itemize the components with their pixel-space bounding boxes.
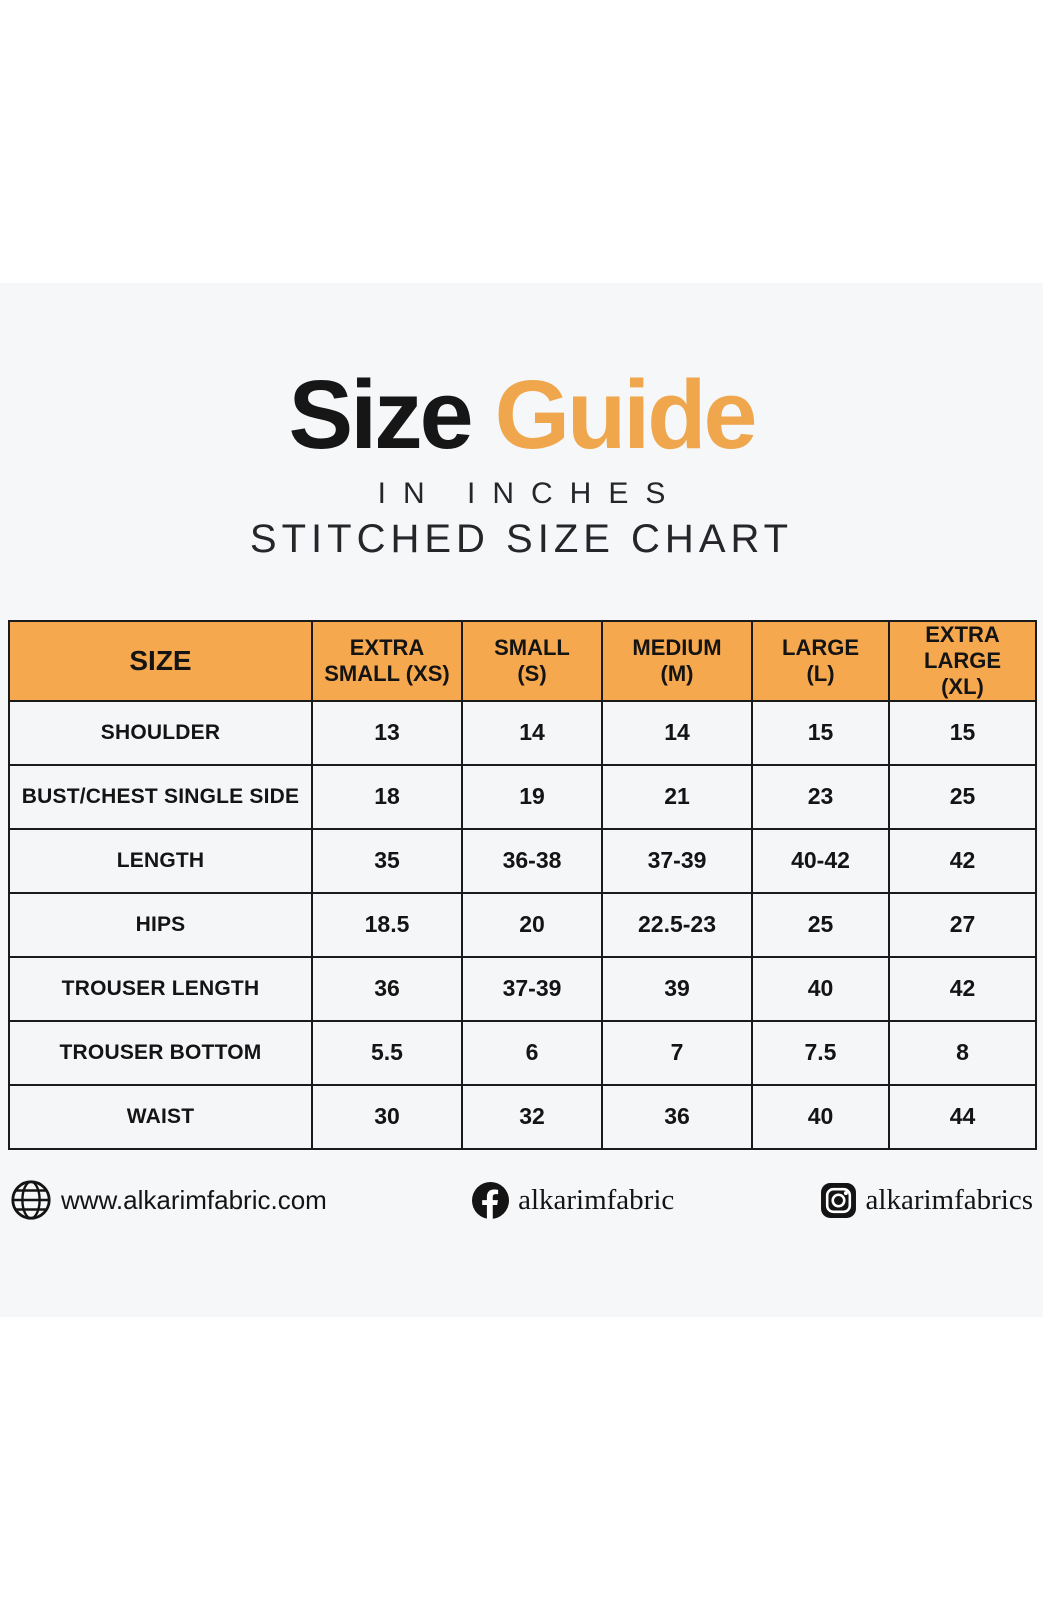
column-header-small: SMALL (S) xyxy=(461,620,603,702)
cell: 32 xyxy=(461,1083,603,1150)
footer-instagram: alkarimfabrics xyxy=(820,1182,1033,1219)
cell: 35 xyxy=(311,827,463,894)
instagram-icon xyxy=(820,1182,857,1219)
page-title: Size Guide xyxy=(0,366,1043,463)
cell: 5.5 xyxy=(311,1019,463,1086)
cell: 37-39 xyxy=(601,827,753,894)
table-row-trouser-bottom: TROUSER BOTTOM 5.5 6 7 7.5 8 xyxy=(8,1019,1037,1086)
cell: 36-38 xyxy=(461,827,603,894)
cell: 40 xyxy=(751,1083,890,1150)
cell: 36 xyxy=(311,955,463,1022)
table-row-trouser-length: TROUSER LENGTH 36 37-39 39 40 42 xyxy=(8,955,1037,1022)
cell: 8 xyxy=(888,1019,1037,1086)
cell: 42 xyxy=(888,955,1037,1022)
cell: 15 xyxy=(751,699,890,766)
facebook-icon xyxy=(472,1181,510,1219)
cell: 39 xyxy=(601,955,753,1022)
cell: 7.5 xyxy=(751,1019,890,1086)
cell: 20 xyxy=(461,891,603,958)
footer-website: www.alkarimfabric.com xyxy=(10,1179,327,1221)
cell: 25 xyxy=(888,763,1037,830)
cell: 44 xyxy=(888,1083,1037,1150)
globe-icon xyxy=(10,1179,52,1221)
title-word-size: Size xyxy=(288,360,474,469)
table-header-row: SIZE EXTRA SMALL (XS) SMALL (S) MEDIUM (M) … xyxy=(8,620,1037,702)
cell: 22.5-23 xyxy=(601,891,753,958)
row-label: TROUSER LENGTH xyxy=(8,955,313,1022)
footer-facebook: alkarimfabric xyxy=(472,1181,675,1219)
cell: 18 xyxy=(311,763,463,830)
title-word-guide: Guide xyxy=(494,360,758,469)
table-row-hips: HIPS 18.5 20 22.5-23 25 27 xyxy=(8,891,1037,958)
cell: 42 xyxy=(888,827,1037,894)
cell: 6 xyxy=(461,1019,603,1086)
column-header-extra-large: EXTRA LARGE (XL) xyxy=(888,620,1037,702)
cell: 40 xyxy=(751,955,890,1022)
cell: 23 xyxy=(751,763,890,830)
cell: 30 xyxy=(311,1083,463,1150)
column-header-large: LARGE (L) xyxy=(751,620,890,702)
row-label: LENGTH xyxy=(8,827,313,894)
cell: 25 xyxy=(751,891,890,958)
subtitle-in-inches: IN INCHES xyxy=(377,477,683,510)
cell: 36 xyxy=(601,1083,753,1150)
size-chart-table: SIZE EXTRA SMALL (XS) SMALL (S) MEDIUM (M) … xyxy=(8,620,1037,1150)
footer: www.alkarimfabric.com alkarimfabric al xyxy=(10,1172,1033,1228)
instagram-handle: alkarimfabrics xyxy=(865,1183,1033,1216)
facebook-handle: alkarimfabric xyxy=(518,1183,675,1216)
cell: 14 xyxy=(601,699,753,766)
cell: 27 xyxy=(888,891,1037,958)
row-label: HIPS xyxy=(8,891,313,958)
website-url: www.alkarimfabric.com xyxy=(61,1184,327,1215)
subtitle-stitched-size-chart: STITCHED SIZE CHART xyxy=(249,517,794,561)
cell: 18.5 xyxy=(311,891,463,958)
cell: 13 xyxy=(311,699,463,766)
cell: 40-42 xyxy=(751,827,890,894)
row-label: TROUSER BOTTOM xyxy=(8,1019,313,1086)
column-header-size: SIZE xyxy=(8,620,313,702)
cell: 19 xyxy=(461,763,603,830)
cell: 7 xyxy=(601,1019,753,1086)
row-label: WAIST xyxy=(8,1083,313,1150)
row-label: SHOULDER xyxy=(8,699,313,766)
column-header-extra-small: EXTRA SMALL (XS) xyxy=(311,620,463,702)
table-row-shoulder: SHOULDER 13 14 14 15 15 xyxy=(8,699,1037,766)
row-label: BUST/CHEST SINGLE SIDE xyxy=(8,763,313,830)
cell: 37-39 xyxy=(461,955,603,1022)
table-row-length: LENGTH 35 36-38 37-39 40-42 42 xyxy=(8,827,1037,894)
cell: 21 xyxy=(601,763,753,830)
table-row-waist: WAIST 30 32 36 40 44 xyxy=(8,1083,1037,1150)
cell: 14 xyxy=(461,699,603,766)
title-block: Size Guide IN INCHES STITCHED SIZE CHART xyxy=(0,366,1043,562)
table-row-bust-chest: BUST/CHEST SINGLE SIDE 18 19 21 23 25 xyxy=(8,763,1037,830)
cell: 15 xyxy=(888,699,1037,766)
column-header-medium: MEDIUM (M) xyxy=(601,620,753,702)
